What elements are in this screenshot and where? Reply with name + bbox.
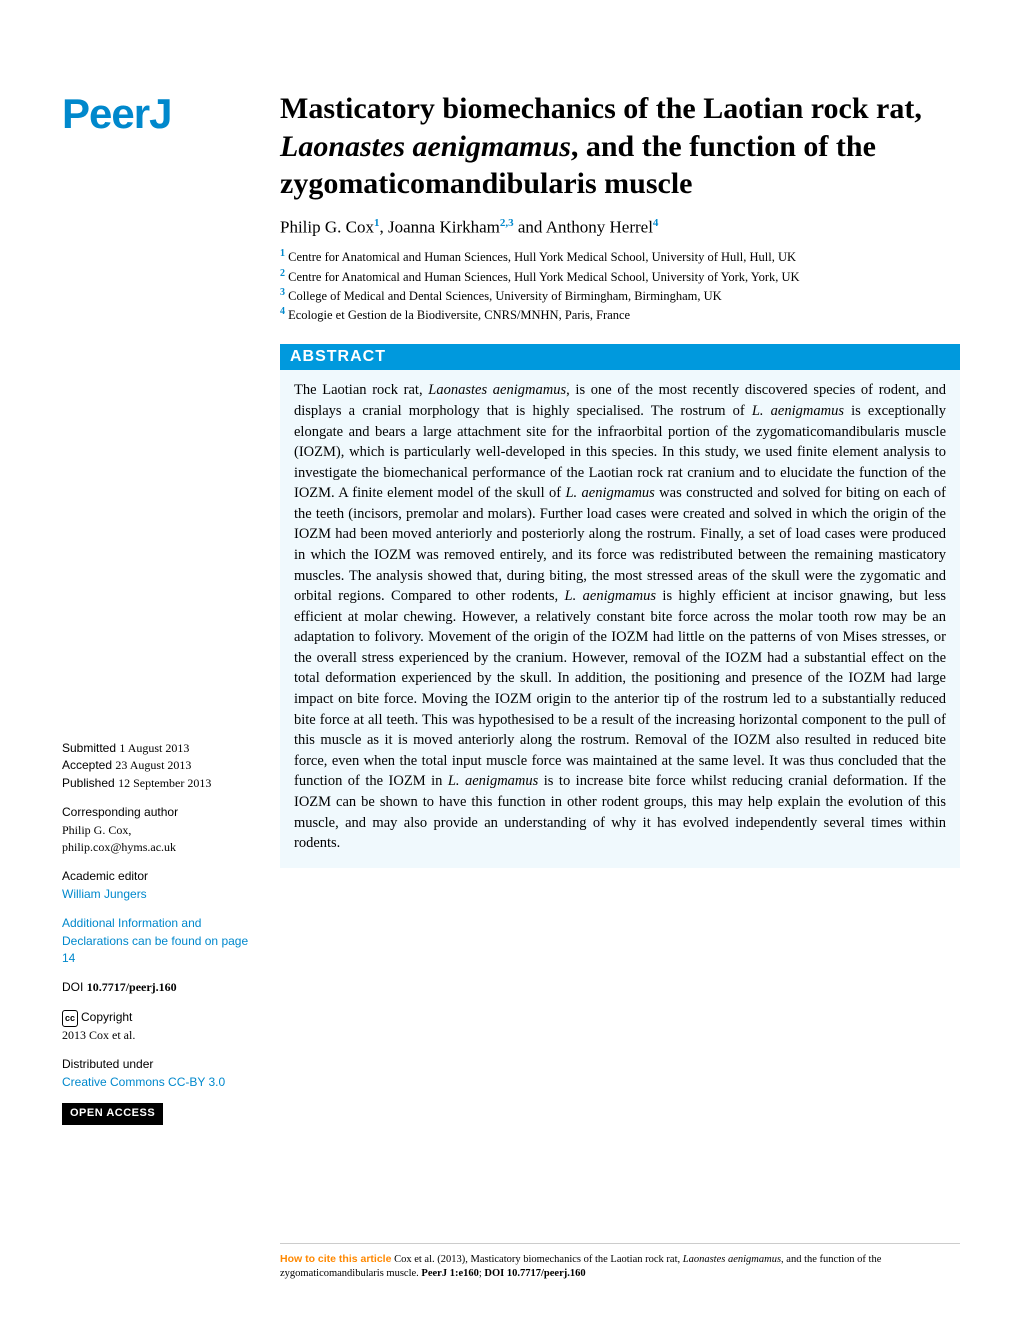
journal-logo: PeerJ: [62, 90, 171, 138]
metadata-sidebar: Submitted 1 August 2013 Accepted 23 Augu…: [62, 740, 262, 1137]
doi-label: DOI: [62, 980, 83, 994]
published-label: Published: [62, 776, 115, 790]
affil-num-4: 4: [280, 306, 285, 317]
abstract-body: The Laotian rock rat, Laonastes aenigmam…: [280, 370, 960, 867]
cite-journal: PeerJ 1:e160: [421, 1268, 478, 1279]
abstract-header: ABSTRACT: [280, 344, 960, 370]
abs-p0: The Laotian rock rat,: [294, 382, 428, 398]
academic-editor-name[interactable]: William Jungers: [62, 887, 147, 901]
affiliation-1: 1 Centre for Anatomical and Human Scienc…: [280, 247, 960, 266]
abs-p9: L. aenigmamus: [448, 773, 538, 789]
license-link[interactable]: Creative Commons CC-BY 3.0: [62, 1075, 225, 1089]
title-species: Laonastes aenigmamus: [280, 130, 571, 163]
author-2: Joanna Kirkham: [388, 217, 500, 236]
author-3-affil: 4: [653, 217, 659, 229]
affil-num-3: 3: [280, 287, 285, 298]
open-access-badge: OPEN ACCESS: [62, 1103, 163, 1125]
corr-author-label: Corresponding author: [62, 805, 178, 819]
additional-info-link[interactable]: Additional Information and Declarations …: [62, 916, 248, 965]
affil-text-1: Centre for Anatomical and Human Sciences…: [288, 250, 796, 264]
corr-author-name: Philip G. Cox,: [62, 823, 131, 837]
author-1-affil: 1: [374, 217, 380, 229]
affil-text-4: Ecologie et Gestion de la Biodiversite, …: [288, 308, 630, 322]
affiliation-4: 4 Ecologie et Gestion de la Biodiversite…: [280, 305, 960, 324]
copyright-label: Copyright: [81, 1010, 132, 1024]
affil-text-3: College of Medical and Dental Sciences, …: [288, 289, 722, 303]
academic-editor-block: Academic editor William Jungers: [62, 868, 262, 903]
corresponding-author-block: Corresponding author Philip G. Cox, phil…: [62, 804, 262, 856]
abs-p3: L. aenigmamus: [752, 403, 844, 419]
author-2-affil: 2,3: [500, 217, 514, 229]
cite-text-pre: Cox et al. (2013), Masticatory biomechan…: [391, 1254, 682, 1265]
accepted-label: Accepted: [62, 758, 112, 772]
open-access-block: OPEN ACCESS: [62, 1103, 262, 1125]
abs-p1: Laonastes aenigmamus: [428, 382, 566, 398]
authors-line: Philip G. Cox1, Joanna Kirkham2,3 and An…: [280, 217, 960, 238]
affil-num-1: 1: [280, 248, 285, 259]
cite-species: Laonastes aenigmamus: [683, 1254, 781, 1265]
affil-text-2: Centre for Anatomical and Human Sciences…: [288, 270, 799, 284]
additional-info-block: Additional Information and Declarations …: [62, 915, 262, 967]
affiliation-3: 3 College of Medical and Dental Sciences…: [280, 286, 960, 305]
abs-p8: is highly efficient at incisor gnawing, …: [294, 588, 946, 789]
published-date: 12 September 2013: [118, 776, 211, 790]
doi-block: DOI 10.7717/peerj.160: [62, 979, 262, 996]
cite-label: How to cite this article: [280, 1253, 391, 1265]
submitted-date: 1 August 2013: [119, 741, 189, 755]
license-block: Distributed under Creative Commons CC-BY…: [62, 1056, 262, 1091]
abs-p5: L. aenigmamus: [565, 485, 654, 501]
cc-icon: cc: [62, 1010, 78, 1027]
affiliations-list: 1 Centre for Anatomical and Human Scienc…: [280, 247, 960, 324]
distributed-label: Distributed under: [62, 1057, 153, 1071]
citation-footer: How to cite this article Cox et al. (201…: [280, 1243, 960, 1282]
article-title: Masticatory biomechanics of the Laotian …: [280, 90, 960, 203]
author-1: Philip G. Cox: [280, 217, 374, 236]
abs-p6: was constructed and solved for biting on…: [294, 485, 946, 604]
doi-value[interactable]: 10.7717/peerj.160: [87, 980, 177, 994]
accepted-date: 23 August 2013: [115, 758, 191, 772]
copyright-text: 2013 Cox et al.: [62, 1028, 135, 1042]
affiliation-2: 2 Centre for Anatomical and Human Scienc…: [280, 267, 960, 286]
copyright-block: ccCopyright 2013 Cox et al.: [62, 1009, 262, 1044]
title-part1: Masticatory biomechanics of the Laotian …: [280, 92, 922, 125]
author-3: Anthony Herrel: [546, 217, 653, 236]
academic-editor-label: Academic editor: [62, 869, 148, 883]
affil-num-2: 2: [280, 268, 285, 279]
submitted-label: Submitted: [62, 741, 116, 755]
corr-author-email[interactable]: philip.cox@hyms.ac.uk: [62, 840, 176, 854]
cite-doi: DOI 10.7717/peerj.160: [484, 1268, 585, 1279]
dates-block: Submitted 1 August 2013 Accepted 23 Augu…: [62, 740, 262, 792]
abs-p7: L. aenigmamus: [565, 588, 656, 604]
